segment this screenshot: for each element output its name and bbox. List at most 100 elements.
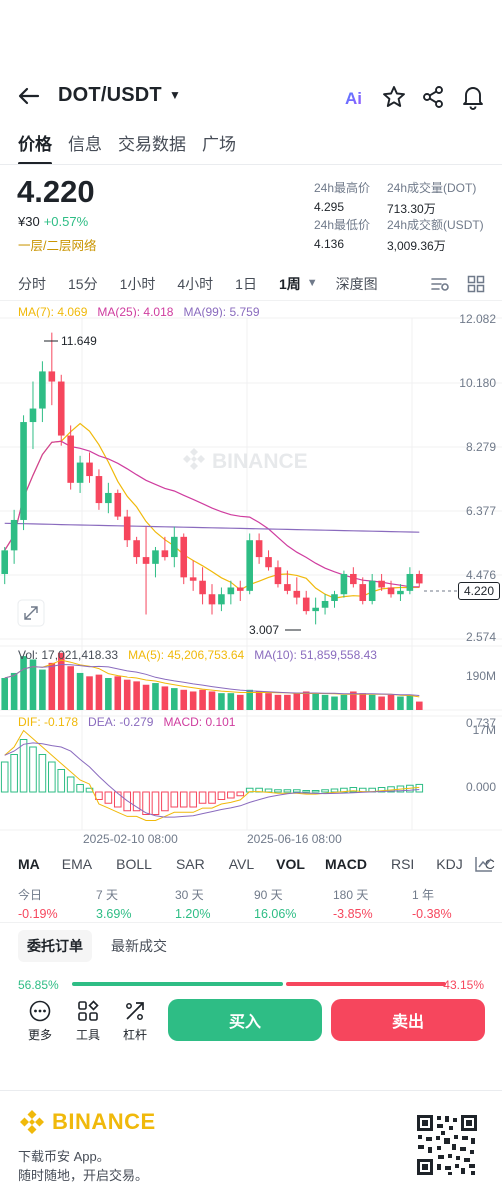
network-tag[interactable]: 一层/二层网络 [18, 239, 97, 253]
leverage-icon [126, 1002, 144, 1020]
macd-bar [76, 784, 84, 793]
candle-body [246, 540, 253, 591]
tab-trading-data[interactable]: 交易数据 [118, 135, 186, 154]
candle-body [359, 584, 367, 601]
tf-more-caret-icon[interactable]: ▼ [306, 277, 318, 289]
ind-more[interactable]: C [484, 856, 495, 872]
macd-bar [264, 788, 273, 793]
tab-info[interactable]: 信息 [68, 135, 102, 154]
tf-4h[interactable]: 4小时 [177, 276, 214, 292]
perf-label: 180 天 [333, 888, 369, 902]
volume-bar [397, 696, 404, 710]
star-icon[interactable] [381, 84, 407, 110]
macd-bar [311, 790, 320, 793]
stat-low-label: 24h最低价 [314, 218, 371, 232]
binance-watermark: BINANCE [183, 448, 308, 473]
ind-boll[interactable]: BOLL [116, 856, 152, 872]
qr-code [416, 1114, 478, 1176]
kline-chart[interactable]: BINANCE 11.649 3.007 [0, 300, 502, 860]
grid-layout-icon[interactable] [467, 275, 485, 293]
dif-line [4, 729, 420, 821]
tab-square[interactable]: 广场 [202, 135, 236, 154]
pair-title[interactable]: DOT/USDT [58, 84, 162, 106]
candle-body [331, 594, 338, 601]
tab-open-orders[interactable]: 委托订单 [18, 930, 92, 962]
candle-body [142, 557, 150, 564]
macd-y-top: 0.737 [465, 716, 496, 730]
buy-ratio-bar [72, 982, 283, 986]
macd-bar [123, 791, 131, 812]
tf-1d[interactable]: 1日 [235, 276, 257, 292]
tf-depth[interactable]: 深度图 [335, 276, 378, 292]
sell-button[interactable]: 卖出 [331, 999, 485, 1041]
ind-kdj[interactable]: KDJ [436, 856, 463, 872]
macd-bar [38, 754, 47, 793]
tf-1h[interactable]: 1小时 [119, 276, 156, 292]
ind-rsi[interactable]: RSI [390, 856, 415, 872]
volume-bar [171, 688, 178, 710]
volume-bar [350, 691, 357, 710]
candle-body [321, 600, 329, 608]
perf-label: 30 天 [175, 888, 204, 902]
perf-divider [0, 922, 502, 923]
perf-value: 3.69% [96, 907, 132, 921]
pair-dropdown-icon[interactable]: ▼ [169, 88, 181, 102]
candle-body [397, 590, 404, 595]
ma7-line [4, 422, 420, 599]
indicator-settings-icon[interactable] [474, 855, 494, 873]
leverage-button[interactable]: 杠杆 [115, 1000, 155, 1043]
ind-ema[interactable]: EMA [61, 856, 93, 872]
perf-value: -3.85% [333, 907, 373, 921]
volume-bar [415, 701, 423, 710]
macd-bar [113, 791, 122, 808]
candle-body [20, 422, 27, 520]
buy-button[interactable]: 买入 [168, 999, 322, 1041]
volume-bar [180, 689, 188, 710]
back-arrow-icon[interactable] [16, 84, 42, 108]
candle-body [39, 371, 46, 409]
chart-settings-icon[interactable] [430, 275, 450, 293]
candle-body [29, 408, 37, 423]
vol-legend: Vol: 17,021,418.33 [18, 648, 119, 662]
sell-ratio-bar [285, 982, 446, 986]
candle-body [340, 573, 348, 595]
tf-1w[interactable]: 1周 [278, 276, 301, 292]
candle-body [171, 536, 178, 558]
volume-bar [387, 694, 395, 710]
tf-time[interactable]: 分时 [18, 276, 46, 292]
macd-bar [236, 791, 245, 797]
tools-button[interactable]: 工具 [68, 1000, 108, 1043]
ind-ma[interactable]: MA [18, 856, 40, 872]
tab-latest-trades[interactable]: 最新成交 [111, 938, 167, 954]
ma-legend: MA(7): 4.069 MA(25): 4.018 MA(99): 5.759 [18, 305, 260, 319]
volume-bar [359, 693, 367, 710]
ind-vol[interactable]: VOL [276, 856, 305, 872]
bell-icon[interactable] [460, 84, 486, 110]
volume-bar [227, 693, 235, 710]
perf-value: 1.20% [175, 907, 211, 921]
candle-body [274, 567, 282, 585]
x-tick-2: 2025-06-16 08:00 [247, 832, 342, 846]
macd-bar [104, 791, 113, 804]
share-icon[interactable] [420, 84, 446, 110]
perf-value: 16.06% [254, 907, 297, 921]
macd-bar [208, 791, 216, 804]
fiat-price-row: ¥30 +0.57% [18, 214, 88, 229]
macd-bar [217, 791, 226, 800]
tf-15m[interactable]: 15分 [68, 276, 98, 292]
y-tick-2: 10.180 [459, 376, 496, 390]
expand-chart-button[interactable] [17, 599, 45, 627]
volume-bar [67, 666, 74, 710]
footer-line-2: 随时随地，开启交易。 [18, 1168, 149, 1183]
more-button[interactable]: 更多 [20, 1000, 60, 1043]
candle-body [284, 584, 291, 591]
tab-price[interactable]: 价格 [18, 130, 52, 165]
candle-body [76, 462, 84, 483]
ind-macd[interactable]: MACD [324, 856, 367, 872]
ind-avl[interactable]: AVL [228, 856, 255, 872]
ai-icon[interactable]: Ai [342, 84, 368, 110]
leverage-label: 杠杆 [122, 1028, 147, 1042]
candle-body [350, 573, 357, 585]
ind-sar[interactable]: SAR [175, 856, 205, 872]
stat-high-label: 24h最高价 [314, 181, 371, 195]
